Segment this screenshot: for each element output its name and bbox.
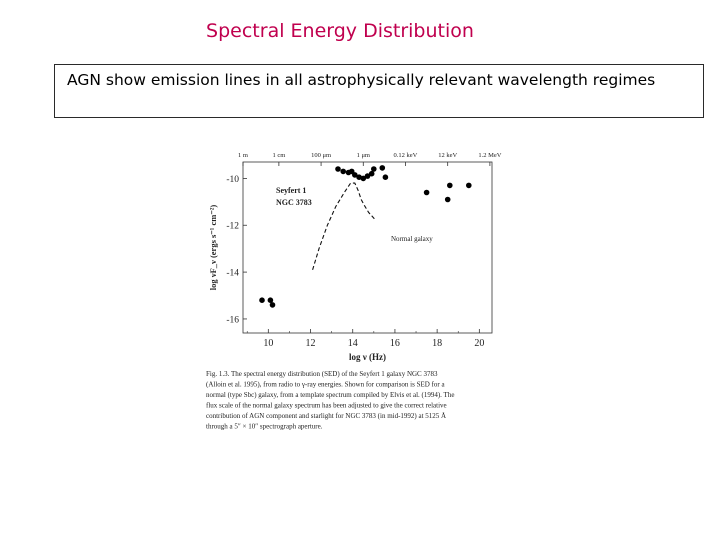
seyfert-data-point <box>444 196 451 203</box>
y-tick-label: -14 <box>226 269 239 279</box>
y-tick-label: -12 <box>226 222 239 232</box>
x-tick-label: 12 <box>306 338 316 349</box>
x-tick-label: 10 <box>263 338 273 349</box>
annotation-seyfert: Seyfert 1 <box>276 186 306 195</box>
figure-caption-line: normal (type Sbc) galaxy, from a templat… <box>206 391 454 399</box>
summary-text: AGN show emission lines in all astrophys… <box>67 71 656 89</box>
top-axis-label: 1.2 MeV <box>478 152 501 159</box>
seyfert-data-point <box>466 182 472 189</box>
seyfert-data-point <box>360 175 367 182</box>
figure-caption-line: (Alloin et al. 1995), from radio to γ-ra… <box>206 381 445 389</box>
seyfert-data-point <box>352 172 358 178</box>
top-axis-label: 12 keV <box>438 152 457 159</box>
top-axis-label: 1 μm <box>357 152 370 159</box>
summary-box: AGN show emission lines in all astrophys… <box>54 64 704 118</box>
seyfert-data-point <box>379 165 386 171</box>
x-tick-label: 14 <box>348 338 358 349</box>
y-axis-label: log νF_ν (ergs s⁻¹ cm⁻²) <box>208 205 218 291</box>
seyfert-data-point <box>382 174 389 180</box>
plot-frame <box>242 161 493 334</box>
seyfert-data-point <box>259 297 265 304</box>
seyfert-data-point <box>340 168 347 175</box>
figure-caption-line: Fig. 1.3. The spectral energy distributi… <box>206 370 438 378</box>
seyfert-data-point <box>364 173 371 179</box>
annotation-ngc: NGC 3783 <box>276 198 312 207</box>
seyfert-data-point <box>269 302 276 308</box>
y-tick-label: -16 <box>226 315 239 325</box>
top-axis-label: 1 m <box>238 152 248 159</box>
normal-galaxy-curve <box>312 182 377 270</box>
top-axis-label: 0.12 keV <box>394 152 418 159</box>
x-tick-label: 20 <box>474 338 484 349</box>
seyfert-data-point <box>371 166 377 172</box>
seyfert-data-point <box>368 170 375 177</box>
x-axis-label: log ν (Hz) <box>349 352 386 362</box>
y-tick-label: -10 <box>226 175 239 185</box>
top-axis-label: 1 cm <box>272 152 285 159</box>
seyfert-data-point <box>423 189 430 196</box>
figure-caption-line: through a 5″ × 10″ spectrograph aperture… <box>206 423 323 431</box>
seyfert-data-point <box>335 166 341 172</box>
x-tick-label: 18 <box>432 338 442 349</box>
annotation-normal-galaxy: Normal galaxy <box>391 235 433 243</box>
seyfert-data-point <box>356 174 362 180</box>
seyfert-data-point <box>447 182 453 189</box>
figure-caption-line: contribution of AGN component and starli… <box>206 412 446 420</box>
x-tick-label: 16 <box>390 338 400 349</box>
slide-title: Spectral Energy Distribution <box>206 20 474 42</box>
top-axis-label: 100 μm <box>311 152 331 159</box>
figure-caption-line: flux scale of the normal galaxy spectrum… <box>206 402 447 410</box>
seyfert-data-point <box>267 297 274 304</box>
